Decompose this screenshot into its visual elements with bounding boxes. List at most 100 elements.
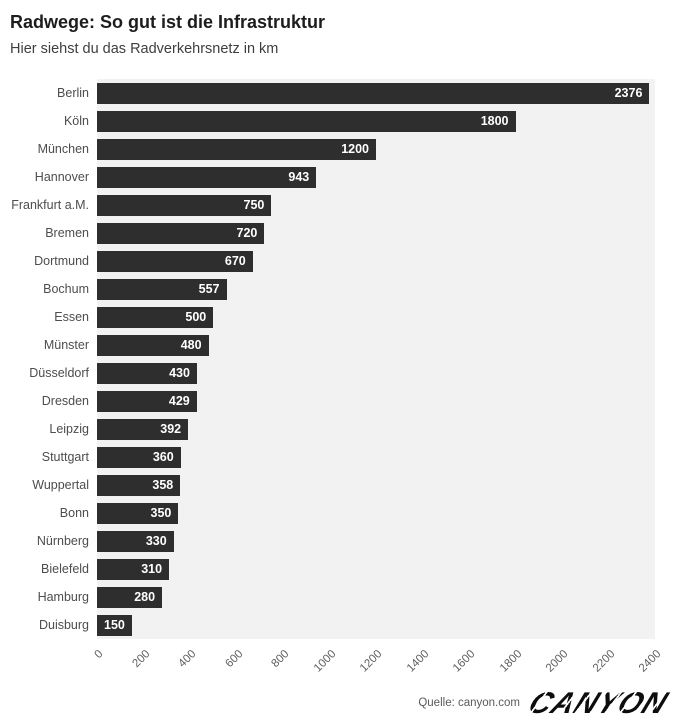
bar: 430 xyxy=(97,362,197,384)
bar-row: Köln 1800 xyxy=(0,107,655,135)
bar: 943 xyxy=(97,166,317,188)
bar: 670 xyxy=(97,250,253,272)
category-label: Dortmund xyxy=(34,254,89,268)
value-label: 1800 xyxy=(480,114,509,128)
value-label: 360 xyxy=(152,450,174,464)
value-label: 750 xyxy=(243,198,265,212)
x-tick-label: 2000 xyxy=(543,648,571,675)
bar-row: Bonn 350 xyxy=(0,499,655,527)
bar-row: Hamburg 280 xyxy=(0,583,655,611)
x-tick-label: 1000 xyxy=(311,648,338,675)
x-tick-label: 200 xyxy=(129,648,152,671)
x-tick-label: 2200 xyxy=(590,648,617,675)
x-tick-label: 600 xyxy=(222,648,245,671)
bar-row: Bremen 720 xyxy=(0,219,655,247)
chart-subtitle: Hier siehst du das Radverkehrsnetz in km xyxy=(10,41,279,57)
category-label: Hamburg xyxy=(37,590,89,604)
bar: 1800 xyxy=(97,110,516,132)
bar: 280 xyxy=(97,586,163,608)
bar: 150 xyxy=(97,614,132,636)
bar: 480 xyxy=(97,334,209,356)
x-tick-label: 1400 xyxy=(404,648,431,675)
bar-row: Frankfurt a.M. 750 xyxy=(0,191,655,219)
value-label: 350 xyxy=(150,506,172,520)
bar-row: Essen 500 xyxy=(0,303,655,331)
category-label: Bremen xyxy=(45,226,89,240)
value-label: 670 xyxy=(224,254,246,268)
value-label: 557 xyxy=(198,282,220,296)
category-label: Hannover xyxy=(34,170,89,184)
bar: 330 xyxy=(97,530,174,552)
bar-track: 358 xyxy=(97,471,655,499)
category-label: Bonn xyxy=(59,506,89,520)
bar-row: Dresden 429 xyxy=(0,387,655,415)
bar: 750 xyxy=(97,194,272,216)
bar-row: Düsseldorf 430 xyxy=(0,359,655,387)
bar-track: 1800 xyxy=(97,107,655,135)
bar-row: Bielefeld 310 xyxy=(0,555,655,583)
bar-track: 1200 xyxy=(97,135,655,163)
bar: 429 xyxy=(97,390,197,412)
chart-title: Radwege: So gut ist die Infrastruktur xyxy=(10,12,326,32)
bar-row: Bochum 557 xyxy=(0,275,655,303)
value-label: 500 xyxy=(185,310,207,324)
category-label: Bielefeld xyxy=(41,562,89,576)
bar-track: 280 xyxy=(97,583,655,611)
value-label: 1200 xyxy=(341,142,369,156)
category-label: München xyxy=(37,142,89,156)
bar-track: 150 xyxy=(97,611,655,639)
x-tick-label: 1200 xyxy=(357,648,385,675)
category-label: Düsseldorf xyxy=(29,366,89,380)
bar-track: 392 xyxy=(97,415,655,443)
category-label: Wuppertal xyxy=(32,478,89,492)
x-tick-label: 800 xyxy=(269,648,292,671)
bar-row: Nürnberg 330 xyxy=(0,527,655,555)
bar-row: Dortmund 670 xyxy=(0,247,655,275)
bar: 557 xyxy=(97,278,227,300)
bar-chart: Berlin 2376 Köln 1800 München 1200 Hannover 943… xyxy=(0,79,663,691)
bar: 2376 xyxy=(97,82,650,104)
canyon-logo: CANYON xyxy=(523,687,673,720)
value-label: 150 xyxy=(104,618,125,632)
value-label: 720 xyxy=(236,226,258,240)
bar-row: Berlin 2376 xyxy=(0,79,655,107)
category-label: Frankfurt a.M. xyxy=(11,198,89,212)
bar-track: 350 xyxy=(97,499,655,527)
bar-track: 943 xyxy=(97,163,655,191)
bar-track: 670 xyxy=(97,247,655,275)
x-axis-ticks: 0 200 400 600 800 1000 1200 1400 1600 1800 2000 220… xyxy=(92,639,663,691)
bar-track: 330 xyxy=(97,527,655,555)
bar-track: 750 xyxy=(97,191,655,219)
x-tick-label: 2400 xyxy=(636,648,664,675)
value-label: 392 xyxy=(160,422,182,436)
bar-rows: Berlin 2376 Köln 1800 München 1200 Hannover 943… xyxy=(0,79,655,639)
value-label: 280 xyxy=(134,590,156,604)
bar-row: Stuttgart 360 xyxy=(0,443,655,471)
value-label: 358 xyxy=(152,478,174,492)
category-label: Nürnberg xyxy=(36,534,89,548)
value-label: 330 xyxy=(145,534,167,548)
bar: 310 xyxy=(97,558,170,580)
chart-footer: Quelle: canyon.com CANYON xyxy=(418,687,673,720)
bar: 1200 xyxy=(97,138,376,160)
x-axis: 0 200 400 600 800 1000 1200 1400 1600 1800 2000 220… xyxy=(0,639,663,691)
x-tick-label: 400 xyxy=(176,648,199,671)
bar: 392 xyxy=(97,418,189,440)
category-label: Köln xyxy=(63,114,89,128)
bar-row: Leipzig 392 xyxy=(0,415,655,443)
bar-track: 480 xyxy=(97,331,655,359)
category-label: Dresden xyxy=(41,394,89,408)
bar: 360 xyxy=(97,446,181,468)
bar-row: Hannover 943 xyxy=(0,163,655,191)
bar-track: 430 xyxy=(97,359,655,387)
value-label: 310 xyxy=(141,562,163,576)
x-tick-label: 1800 xyxy=(497,648,524,675)
bar-row: München 1200 xyxy=(0,135,655,163)
axis-spacer xyxy=(0,639,97,691)
value-label: 480 xyxy=(180,338,202,352)
chart-header: Radwege: So gut ist die Infrastruktur Hi… xyxy=(0,0,673,59)
category-label: Bochum xyxy=(43,282,89,296)
bar-row: Münster 480 xyxy=(0,331,655,359)
value-label: 2376 xyxy=(614,86,643,100)
